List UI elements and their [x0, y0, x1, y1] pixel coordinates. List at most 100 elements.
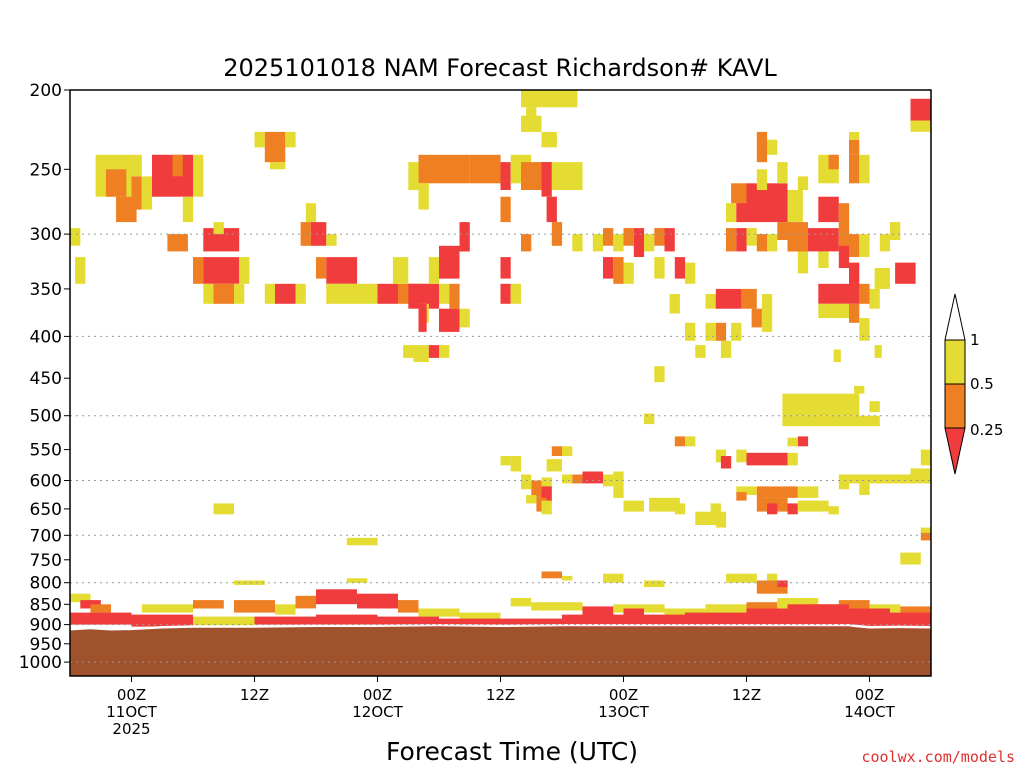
ri-cell-106: [736, 228, 747, 252]
ri-cell-49: [459, 222, 470, 252]
ri-cell-33: [326, 257, 358, 284]
x-tick-label-0-2: 11OCT: [106, 703, 157, 721]
ri-cell-178: [715, 514, 727, 528]
ri-cell-152: [797, 436, 809, 447]
ri-cell-88: [669, 294, 680, 314]
y-tick-label-650: 650: [30, 500, 62, 520]
ri-cell-141: [818, 283, 860, 304]
ri-cell-127: [849, 139, 860, 155]
ri-cell-253: [746, 608, 788, 627]
ri-cell-206: [603, 573, 624, 583]
ri-cell-107: [746, 228, 757, 246]
ri-cell-103: [731, 183, 747, 204]
ri-cell-89: [685, 322, 696, 341]
ri-cell-220: [90, 604, 111, 613]
colorbar-swatch-orange: [944, 383, 966, 429]
ri-cell-155: [674, 436, 686, 447]
ri-cell-226: [398, 600, 419, 613]
x-tick-label-1-1: 12Z: [240, 686, 269, 704]
ri-cell-236: [746, 602, 778, 613]
ri-cell-235: [705, 604, 747, 615]
ri-cell-113: [838, 228, 850, 252]
ri-cell-34: [326, 283, 358, 304]
credit-text: coolwx.com/models: [861, 748, 1015, 766]
ri-cell-189: [551, 446, 563, 456]
ri-cell-249: [500, 618, 562, 627]
ri-cell-248: [439, 618, 501, 627]
ri-cell-179: [710, 503, 721, 515]
ri-cell-108: [756, 234, 768, 252]
ri-cell-217: [193, 600, 224, 609]
ri-cell-243: [131, 614, 193, 627]
ri-cell-252: [685, 612, 747, 627]
ri-cell-204: [920, 530, 932, 541]
ri-cell-53: [418, 154, 470, 184]
ri-cell-92: [715, 322, 727, 341]
ri-cell-199: [613, 486, 624, 498]
ri-cell-56: [469, 154, 501, 184]
ri-cell-43: [403, 345, 414, 358]
ri-cell-167: [910, 468, 931, 481]
colorbar-label-0.25: 0.25: [970, 421, 1003, 439]
ri-cell-246: [316, 614, 378, 625]
ri-cell-132: [849, 262, 860, 289]
ri-cell-112: [808, 228, 839, 252]
ri-cell-35: [357, 283, 378, 304]
ri-cell-254: [787, 604, 849, 627]
ri-cell-212: [541, 571, 562, 579]
ri-cell-131: [859, 234, 870, 257]
ri-cell-120: [797, 176, 809, 191]
ri-cell-203: [900, 552, 921, 565]
ri-cell-143: [828, 303, 849, 319]
ri-cell-228: [459, 612, 501, 621]
ri-cell-79: [644, 234, 655, 252]
ri-cell-38: [392, 257, 409, 284]
x-axis-label: Forecast Time (UTC): [386, 737, 638, 766]
ri-cell-201: [213, 503, 234, 515]
ri-cell-46: [439, 345, 450, 358]
y-tick-label-1000: 1000: [19, 653, 62, 673]
ri-cell-77: [623, 228, 634, 246]
ri-cell-61: [551, 162, 583, 190]
ri-cell-240: [869, 604, 901, 613]
ri-cell-200: [500, 456, 511, 466]
ri-cell-109: [767, 234, 778, 252]
ri-cell-15: [193, 257, 204, 284]
ri-cell-213: [562, 576, 573, 581]
ri-cell-12: [167, 234, 188, 252]
ri-cell-26: [275, 283, 296, 304]
ri-cell-215: [234, 580, 265, 585]
ground-fill: [70, 626, 931, 676]
ri-cell-165: [838, 480, 850, 490]
ri-cell-198: [613, 471, 624, 487]
ri-cell-163: [920, 449, 932, 466]
plot-area: [69, 89, 932, 677]
ri-cell-9: [182, 196, 194, 223]
ri-cell-137: [890, 222, 901, 240]
ri-cell-192: [541, 500, 552, 515]
ri-cell-27: [295, 283, 306, 304]
ri-cell-32: [316, 257, 327, 279]
y-tick-label-900: 900: [30, 616, 62, 636]
y-tick-label-800: 800: [30, 574, 62, 594]
ri-cell-47: [428, 257, 440, 284]
ri-cell-237: [777, 598, 819, 609]
ri-cell-170: [797, 486, 819, 498]
ri-cell-186: [541, 477, 552, 495]
y-axis: 200 250 300 350 400 450 500 550 600 650 700 750 8008…: [19, 81, 70, 673]
y-tick-label-750: 750: [30, 551, 62, 571]
ri-cell-169: [756, 486, 798, 498]
ri-cell-144: [849, 303, 860, 323]
ri-cell-78: [633, 228, 645, 257]
ri-cell-216: [141, 604, 194, 613]
ri-cell-123: [818, 196, 839, 223]
ri-cell-125: [849, 154, 860, 184]
ri-cell-207: [644, 580, 665, 588]
ri-cell-5: [141, 176, 153, 210]
ri-cell-81: [664, 228, 675, 252]
ri-cell-117: [767, 139, 778, 155]
x-tick-label-0-3: 2025: [112, 720, 150, 738]
ri-cell-14: [213, 222, 224, 235]
ri-cell-21: [254, 131, 265, 148]
